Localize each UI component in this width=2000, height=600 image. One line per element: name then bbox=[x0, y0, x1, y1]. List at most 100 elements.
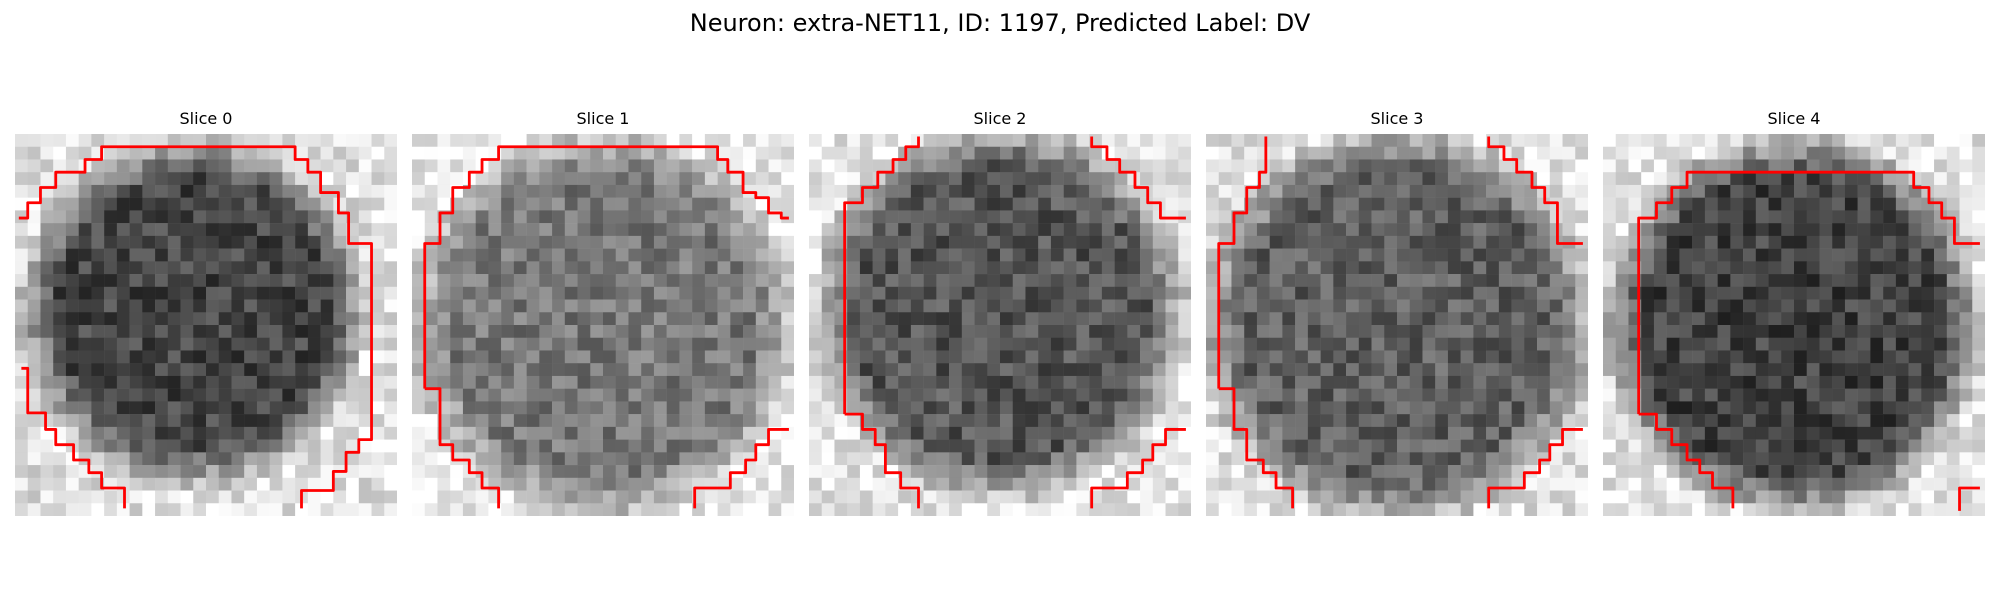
pixel bbox=[1346, 490, 1360, 504]
pixel bbox=[155, 490, 169, 504]
pixel bbox=[781, 274, 794, 288]
pixel bbox=[1127, 312, 1141, 326]
pixel bbox=[755, 261, 769, 275]
pixel bbox=[1794, 223, 1807, 237]
pixel bbox=[1333, 337, 1347, 351]
pixel bbox=[539, 172, 553, 186]
pixel bbox=[1038, 363, 1052, 377]
pixel bbox=[679, 248, 693, 262]
pixel bbox=[653, 312, 667, 326]
pixel bbox=[1486, 172, 1500, 186]
pixel bbox=[603, 375, 616, 389]
pixel bbox=[809, 286, 822, 300]
pixel bbox=[1409, 401, 1423, 415]
pixel bbox=[730, 134, 744, 147]
pixel bbox=[704, 184, 718, 198]
pixel bbox=[1844, 503, 1858, 516]
pixel bbox=[142, 375, 156, 389]
pixel bbox=[1781, 439, 1795, 453]
pixel bbox=[1959, 261, 1973, 275]
pixel bbox=[768, 452, 782, 466]
pixel bbox=[129, 401, 143, 415]
pixel bbox=[1089, 388, 1103, 402]
pixel bbox=[1447, 197, 1461, 211]
pixel bbox=[1641, 146, 1655, 160]
pixel bbox=[475, 274, 489, 288]
pixel bbox=[193, 248, 207, 262]
pixel bbox=[1000, 172, 1013, 186]
pixel bbox=[743, 490, 757, 504]
pixel bbox=[27, 299, 41, 313]
pixel bbox=[1063, 325, 1077, 338]
pixel bbox=[1883, 223, 1897, 237]
pixel bbox=[15, 337, 28, 351]
pixel bbox=[1959, 210, 1973, 224]
pixel bbox=[462, 401, 476, 415]
pixel bbox=[412, 184, 425, 198]
pixel bbox=[910, 261, 924, 275]
pixel bbox=[1959, 350, 1973, 364]
pixel bbox=[40, 261, 54, 275]
pixel bbox=[1025, 248, 1039, 262]
pixel bbox=[231, 325, 245, 338]
pixel bbox=[501, 184, 515, 198]
pixel bbox=[295, 503, 309, 516]
pixel bbox=[1089, 235, 1103, 249]
pixel bbox=[1101, 401, 1115, 415]
pixel bbox=[1460, 426, 1474, 440]
pixel bbox=[679, 312, 693, 326]
pixel bbox=[590, 477, 604, 491]
pixel bbox=[628, 223, 642, 237]
pixel bbox=[27, 414, 41, 428]
pixel bbox=[231, 337, 245, 351]
pixel bbox=[1435, 299, 1449, 313]
pixel bbox=[1256, 312, 1270, 326]
pixel bbox=[1959, 299, 1973, 313]
pixel bbox=[768, 197, 782, 211]
pixel bbox=[1178, 325, 1191, 338]
pixel bbox=[692, 465, 706, 479]
pixel bbox=[53, 477, 67, 491]
pixel bbox=[1549, 248, 1563, 262]
pixel bbox=[193, 312, 207, 326]
pixel bbox=[1908, 223, 1922, 237]
pixel bbox=[1231, 490, 1245, 504]
pixel bbox=[1371, 223, 1385, 237]
pixel bbox=[180, 465, 194, 479]
pixel bbox=[743, 363, 757, 377]
pixel bbox=[1460, 146, 1474, 160]
pixel bbox=[1603, 172, 1616, 186]
pixel bbox=[847, 223, 861, 237]
pixel bbox=[1244, 477, 1258, 491]
pixel bbox=[1256, 375, 1270, 389]
pixel bbox=[1768, 503, 1782, 516]
pixel bbox=[1562, 388, 1576, 402]
pixel bbox=[501, 146, 515, 160]
pixel bbox=[1844, 452, 1858, 466]
pixel bbox=[768, 146, 782, 160]
pixel bbox=[65, 134, 79, 147]
pixel bbox=[1857, 223, 1871, 237]
pixel bbox=[1857, 210, 1871, 224]
pixel bbox=[1460, 235, 1474, 249]
pixel bbox=[1409, 184, 1423, 198]
pixel bbox=[1883, 503, 1897, 516]
pixel bbox=[1781, 210, 1795, 224]
pixel bbox=[1755, 439, 1769, 453]
pixel bbox=[231, 248, 245, 262]
pixel bbox=[206, 337, 219, 351]
pixel bbox=[577, 426, 591, 440]
pixel bbox=[1333, 439, 1347, 453]
pixel bbox=[552, 286, 566, 300]
pixel bbox=[1781, 375, 1795, 389]
pixel bbox=[872, 274, 886, 288]
pixel bbox=[704, 439, 718, 453]
pixel bbox=[206, 197, 219, 211]
pixel bbox=[1730, 388, 1744, 402]
pixel bbox=[1256, 490, 1270, 504]
pixel bbox=[1178, 146, 1191, 160]
pixel bbox=[1819, 452, 1833, 466]
pixel bbox=[1063, 439, 1077, 453]
pixel bbox=[539, 210, 553, 224]
pixel bbox=[1409, 235, 1423, 249]
